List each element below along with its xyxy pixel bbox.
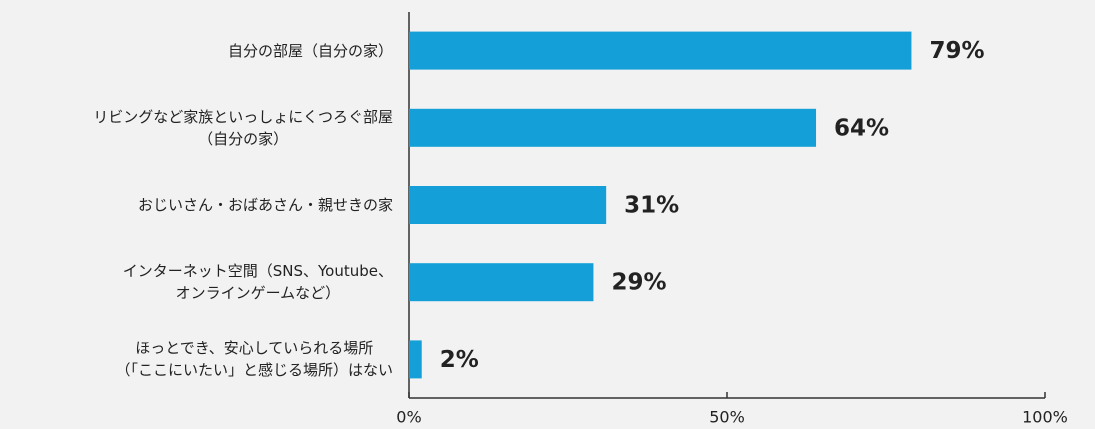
category-label: ほっとでき、安心していられる場所 （「ここにいたい」と感じる場所）はない [115,339,393,380]
bar [409,108,817,147]
value-label: 79% [929,38,984,64]
category-label: おじいさん・おばあさん・親せきの家 [137,196,393,214]
x-tick-label: 0% [396,408,421,427]
bar [409,340,422,379]
value-label: 64% [834,115,889,141]
category-label: インターネット空間（SNS、Youtube、 オンラインゲームなど） [122,262,393,303]
value-label: 31% [624,193,679,219]
category-label: リビングなど家族といっしょにくつろぐ部屋 （自分の家） [93,107,393,148]
x-tick-label: 50% [709,408,745,427]
x-tick-label: 100% [1022,408,1068,427]
category-label: 自分の部屋（自分の家） [227,41,393,60]
bar [409,31,912,70]
bar [409,263,594,302]
value-label: 29% [611,270,666,296]
value-label: 2% [440,347,479,373]
bar [409,186,607,224]
